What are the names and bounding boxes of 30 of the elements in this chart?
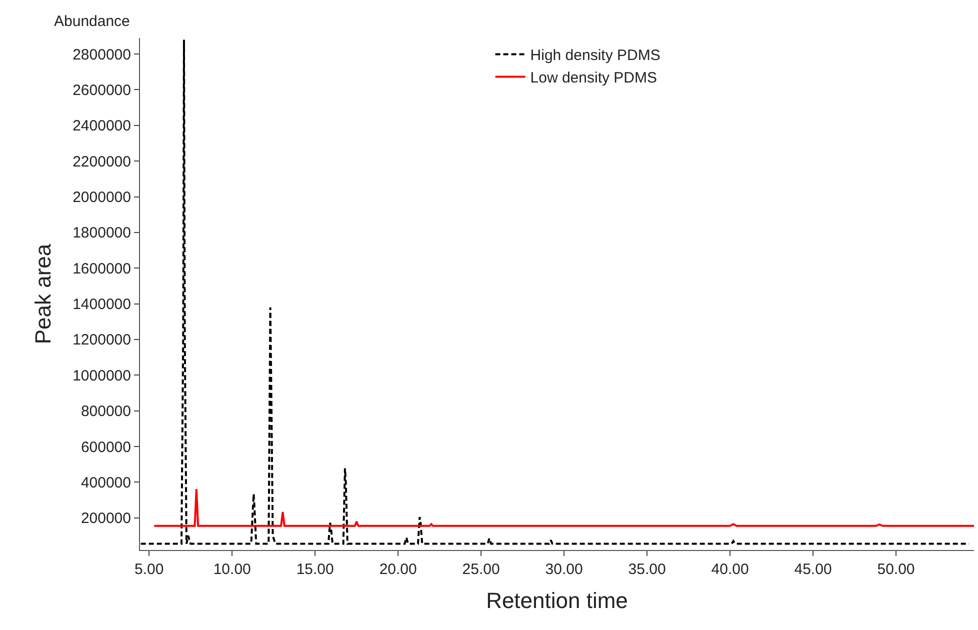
y-tick-label: 1000000 bbox=[72, 367, 131, 384]
legend-label: Low density PDMS bbox=[530, 70, 657, 87]
y-tick-label: 600000 bbox=[80, 438, 131, 456]
y-tick-label: 2400000 bbox=[72, 118, 131, 135]
x-tick-label: 25.00 bbox=[462, 561, 500, 578]
y-tick-label: 1800000 bbox=[72, 224, 131, 242]
y-tick-label: 200000 bbox=[80, 510, 131, 528]
y-axis-title: Peak area bbox=[30, 243, 56, 344]
line-series bbox=[153, 488, 974, 527]
legend-label: High density PDMS bbox=[530, 47, 660, 64]
y-tick-label: 1400000 bbox=[72, 296, 131, 314]
x-tick-label: 20.00 bbox=[379, 561, 417, 578]
y-tick-label: 2600000 bbox=[72, 82, 131, 99]
x-tick-label: 45.00 bbox=[794, 561, 832, 578]
y-tick-label: 400000 bbox=[80, 474, 131, 492]
y-tick-label: 2200000 bbox=[72, 153, 131, 170]
y-tick-label: 2800000 bbox=[72, 46, 131, 64]
x-tick-label: 10.00 bbox=[213, 561, 251, 578]
x-tick-label: 35.00 bbox=[628, 561, 666, 578]
text: Abundance bbox=[54, 13, 130, 30]
x-tick-label: 15.00 bbox=[296, 561, 334, 578]
y-tick-label: 2000000 bbox=[72, 189, 131, 206]
y-tick-label: 1200000 bbox=[72, 332, 131, 349]
y-tick-label: 800000 bbox=[80, 403, 131, 420]
y-tick-label: 1600000 bbox=[72, 260, 131, 278]
x-tick-label: 30.00 bbox=[545, 561, 583, 578]
x-tick-label: 50.00 bbox=[877, 561, 915, 578]
x-tick-label: 40.00 bbox=[711, 561, 749, 578]
x-tick-label: 5.00 bbox=[134, 561, 164, 578]
x-axis-title: Retention time bbox=[486, 588, 628, 613]
